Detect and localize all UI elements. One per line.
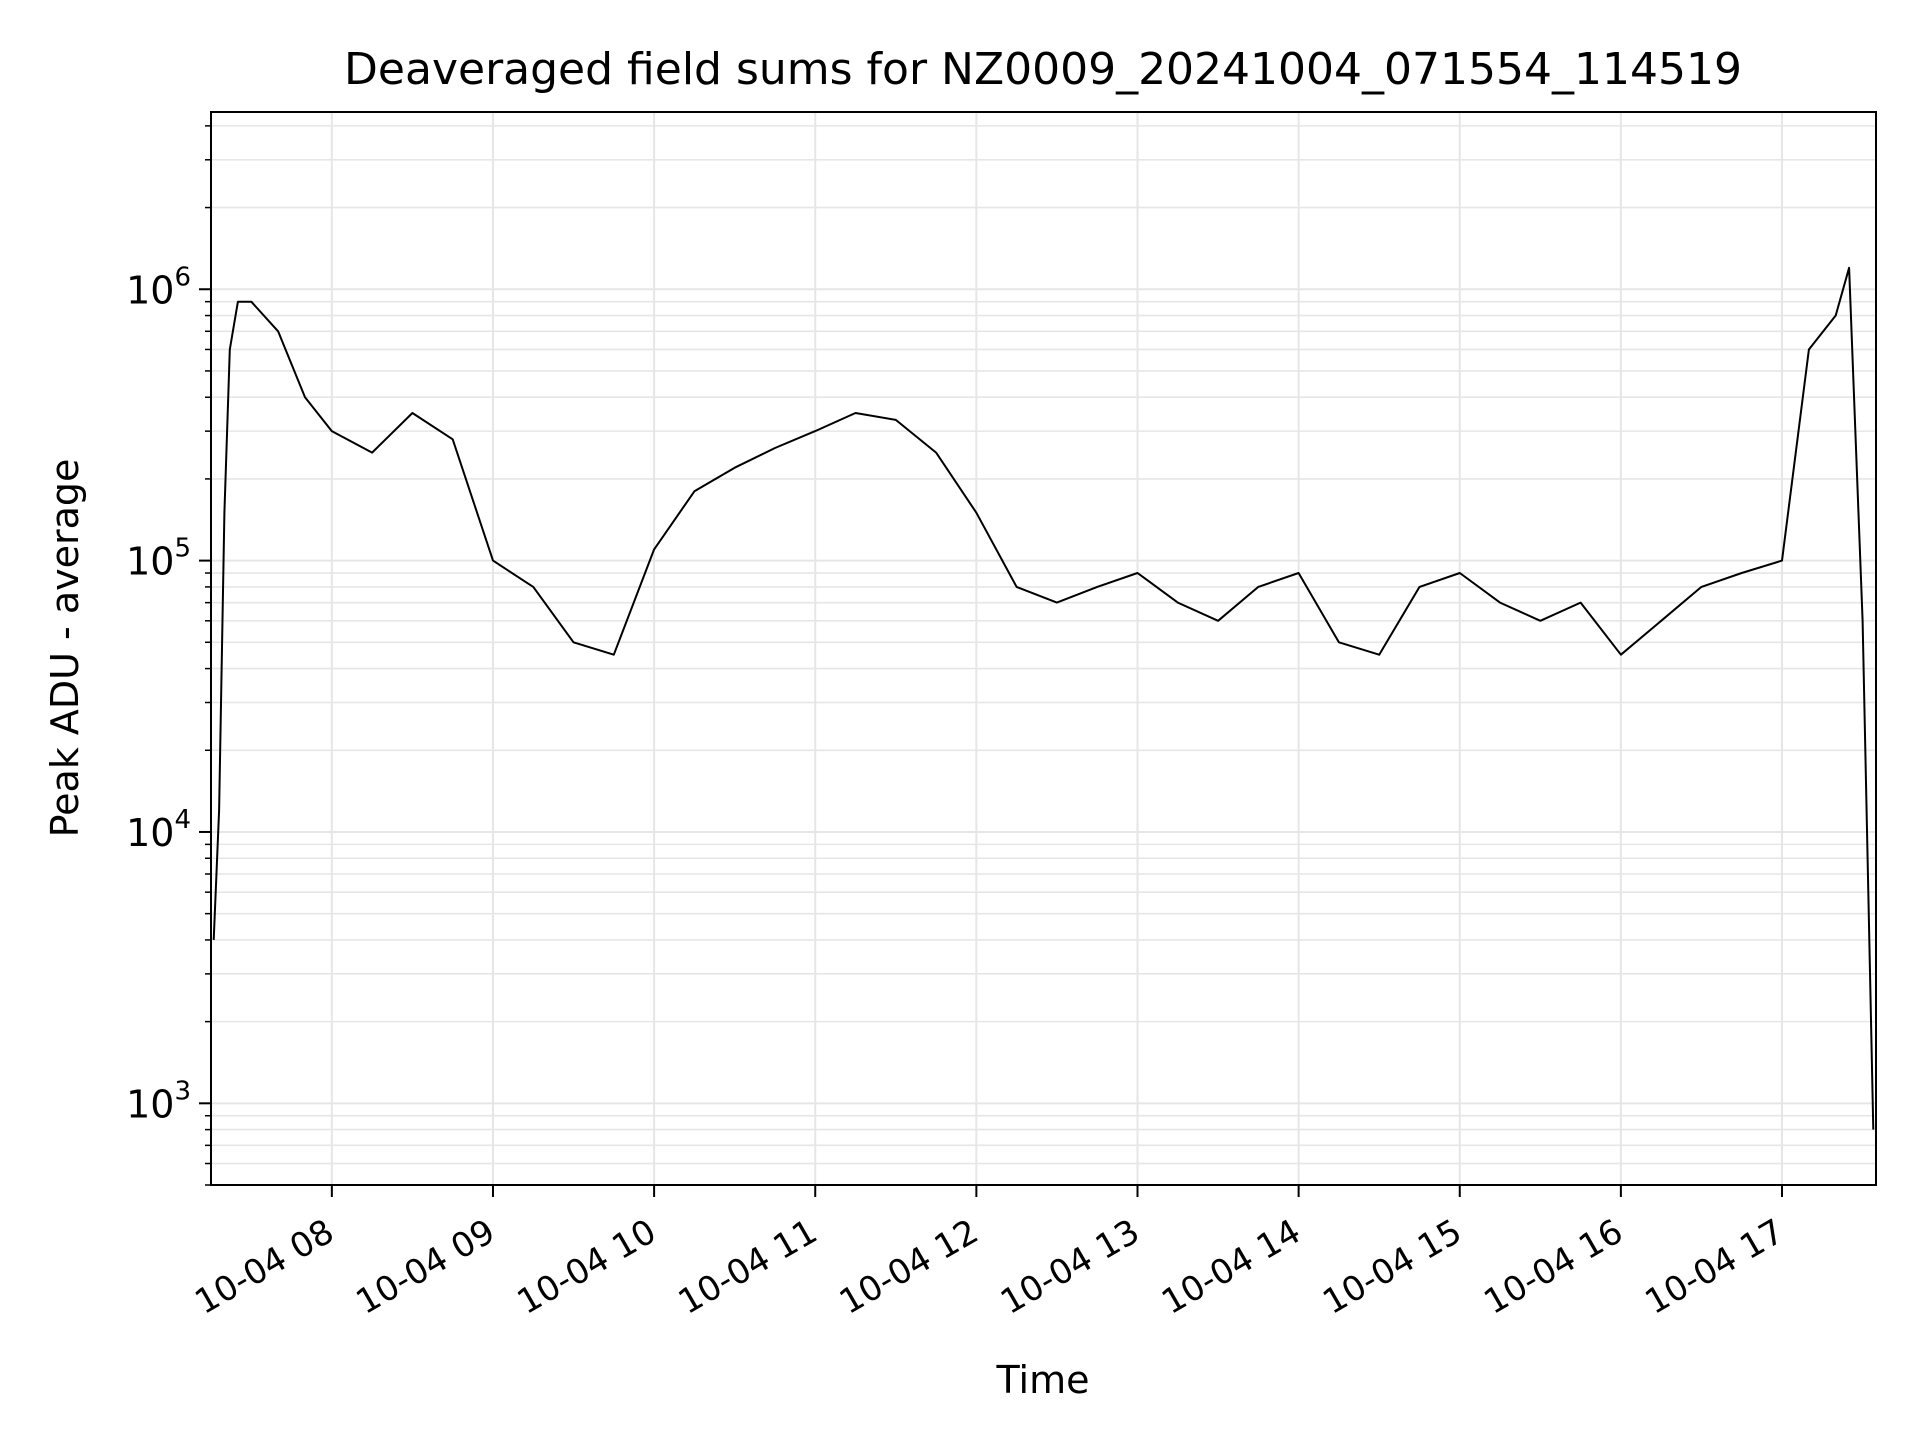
x-axis-label: Time xyxy=(996,1358,1090,1402)
plot-frame xyxy=(210,111,1877,1186)
y-axis-label: Peak ADU - average xyxy=(43,459,87,838)
plot-area xyxy=(212,266,1875,1130)
y-tick-label: 106 xyxy=(126,262,191,312)
y-tick-label: 103 xyxy=(126,1076,191,1126)
y-tick-label: 105 xyxy=(126,534,191,584)
series-line xyxy=(212,266,1875,1130)
y-tick-label: 104 xyxy=(126,805,191,855)
chart-title: Deaveraged field sums for NZ0009_2024100… xyxy=(344,44,1742,95)
